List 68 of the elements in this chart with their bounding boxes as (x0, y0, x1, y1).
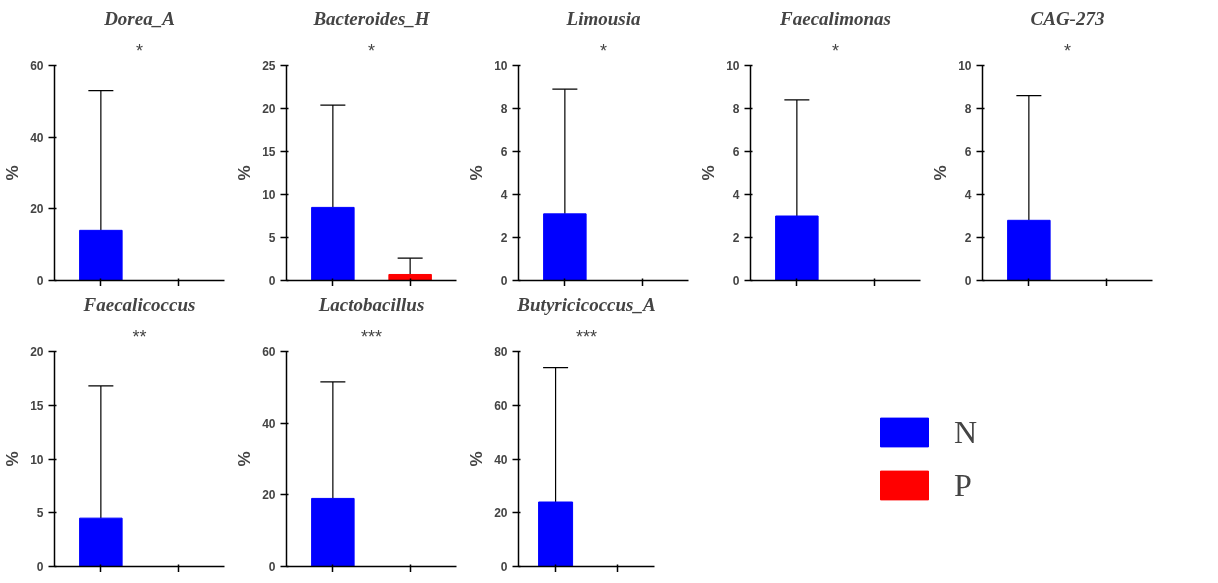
text: * (600, 40, 608, 61)
y-tick-label: 2 (500, 231, 508, 245)
legend-label: N (954, 413, 979, 451)
chart-title: Faecalimonas (779, 7, 891, 29)
chart-title: Bacteroides_H (312, 7, 431, 29)
y-tick-label: 0 (36, 274, 44, 288)
y-tick-label: 60 (494, 398, 508, 413)
y-tick-label: 25 (262, 59, 276, 73)
legend-label: P (954, 466, 973, 504)
text: * (368, 40, 376, 61)
y-tick-label: 10 (30, 452, 44, 467)
y-tick-label: 40 (494, 452, 508, 467)
y-tick-label: 10 (262, 188, 276, 202)
y-tick-label: 60 (30, 59, 44, 73)
y-axis-title: % (467, 451, 487, 467)
y-tick-label: 8 (964, 102, 972, 116)
chart-title: Lactobacillus (317, 293, 425, 315)
text: *** (360, 326, 383, 347)
y-tick-label: 20 (30, 345, 44, 359)
text: * (136, 40, 144, 61)
y-tick-label: 20 (262, 102, 276, 116)
y-tick-label: 5 (268, 231, 276, 245)
y-tick-label: 0 (500, 560, 508, 574)
y-tick-label: 40 (30, 130, 44, 145)
text: *** (575, 326, 598, 347)
y-tick-label: 2 (732, 231, 740, 245)
chart-title: Butyricicoccus_A (516, 293, 656, 315)
y-tick-label: 20 (494, 506, 508, 521)
y-axis-title: % (931, 165, 951, 181)
y-axis-title: % (235, 451, 255, 467)
y-axis-title: % (467, 165, 487, 181)
y-tick-label: 60 (262, 345, 276, 359)
y-tick-label: 6 (732, 145, 740, 159)
y-tick-label: 15 (30, 398, 44, 413)
y-tick-label: 80 (494, 345, 508, 359)
y-axis-title: % (3, 165, 23, 181)
y-tick-label: 2 (964, 231, 972, 245)
y-tick-label: 0 (268, 560, 276, 574)
chart-title: CAG-273 (1030, 7, 1105, 29)
y-tick-label: 4 (732, 188, 740, 202)
y-tick-label: 40 (262, 416, 276, 431)
y-tick-label: 0 (268, 274, 276, 288)
y-tick-label: 0 (36, 560, 44, 574)
chart-title: Dorea_A (103, 7, 175, 29)
y-tick-label: 20 (30, 202, 44, 217)
y-tick-label: 8 (732, 102, 740, 116)
y-tick-label: 8 (500, 102, 508, 116)
y-tick-label: 0 (732, 274, 740, 288)
y-tick-label: 20 (262, 488, 276, 503)
text: ** (132, 326, 147, 347)
y-tick-label: 4 (500, 188, 508, 202)
y-axis-title: % (235, 165, 255, 181)
y-tick-label: 10 (958, 59, 972, 73)
y-tick-label: 10 (494, 59, 508, 73)
y-axis-title: % (3, 451, 23, 467)
y-tick-label: 0 (964, 274, 972, 288)
chart-title: Faecalicoccus (82, 293, 196, 315)
y-tick-label: 6 (500, 145, 508, 159)
y-tick-label: 10 (726, 59, 740, 73)
y-tick-label: 6 (964, 145, 972, 159)
text: * (1064, 40, 1072, 61)
y-tick-label: 0 (500, 274, 508, 288)
y-axis-title: % (699, 165, 719, 181)
y-tick-label: 5 (36, 506, 44, 521)
text: * (832, 40, 840, 61)
y-tick-label: 15 (262, 145, 276, 159)
y-tick-label: 4 (964, 188, 972, 202)
chart-title: Limousia (565, 7, 641, 29)
